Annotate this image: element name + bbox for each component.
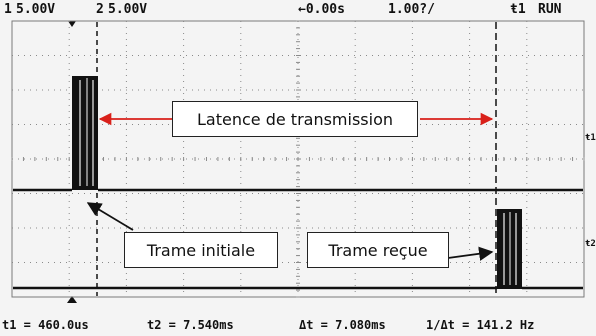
ch2-level-marker: ŧ2	[585, 239, 596, 249]
initial-frame-label: Trame initiale	[124, 232, 278, 268]
ch2-number: 2	[96, 2, 104, 17]
measurement-t2: t2 = 7.540ms	[147, 318, 234, 332]
received-frame-pointer	[447, 246, 494, 261]
time-base: 1.00?/	[388, 2, 435, 17]
measurement-inverse-delta-t: 1/Δt = 141.2 Hz	[426, 318, 535, 332]
time-offset: ←0.00s	[298, 2, 345, 17]
trigger-position-marker	[68, 21, 76, 27]
grid-lines	[11, 20, 585, 298]
latency-label: Latence de transmission	[172, 101, 418, 137]
run-state: RUN	[538, 2, 562, 17]
ch2-scale: 5.00V	[108, 2, 148, 17]
ch1-number: 1	[4, 2, 12, 17]
received-frame-label: Trame reçue	[307, 232, 449, 268]
ch1-scale: 5.00V	[16, 2, 56, 17]
measurement-t1: t1 = 460.0us	[2, 318, 89, 332]
measurement-delta-t: Δt = 7.080ms	[299, 318, 386, 332]
channel-1-trace	[13, 76, 583, 192]
cursor-t1-marker	[67, 296, 77, 303]
trigger-indicator: ŧ1	[510, 2, 526, 17]
channel-2-trace	[13, 209, 583, 290]
initial-frame-pointer	[86, 202, 134, 231]
ch1-level-marker: ŧ1	[585, 133, 596, 143]
